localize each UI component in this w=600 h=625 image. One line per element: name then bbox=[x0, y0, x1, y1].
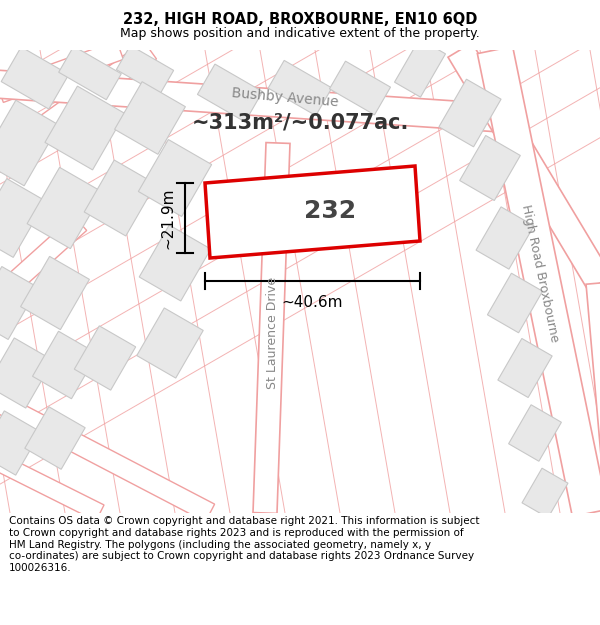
Polygon shape bbox=[478, 46, 600, 517]
Polygon shape bbox=[27, 168, 103, 249]
Polygon shape bbox=[205, 166, 420, 258]
Polygon shape bbox=[476, 207, 534, 269]
Polygon shape bbox=[139, 139, 212, 216]
Polygon shape bbox=[0, 41, 157, 182]
Polygon shape bbox=[522, 468, 568, 518]
Polygon shape bbox=[25, 407, 85, 469]
Polygon shape bbox=[116, 46, 173, 94]
Polygon shape bbox=[448, 42, 600, 290]
Polygon shape bbox=[0, 216, 86, 321]
Polygon shape bbox=[32, 331, 97, 399]
Polygon shape bbox=[509, 405, 562, 461]
Polygon shape bbox=[1, 47, 69, 109]
Text: High Road Broxbourne: High Road Broxbourne bbox=[519, 203, 561, 343]
Polygon shape bbox=[439, 79, 501, 147]
Polygon shape bbox=[268, 61, 332, 116]
Polygon shape bbox=[0, 41, 124, 102]
Polygon shape bbox=[0, 445, 104, 521]
Text: 232: 232 bbox=[304, 199, 356, 223]
Polygon shape bbox=[0, 338, 53, 408]
Polygon shape bbox=[460, 136, 520, 201]
Polygon shape bbox=[0, 266, 38, 339]
Polygon shape bbox=[197, 64, 263, 122]
Polygon shape bbox=[0, 384, 215, 522]
Text: Bushby Avenue: Bushby Avenue bbox=[231, 86, 339, 109]
Polygon shape bbox=[329, 61, 391, 115]
Polygon shape bbox=[0, 69, 501, 132]
Text: ~21.9m: ~21.9m bbox=[160, 188, 175, 249]
Polygon shape bbox=[139, 225, 211, 301]
Polygon shape bbox=[0, 411, 41, 475]
Polygon shape bbox=[0, 179, 46, 258]
Text: Map shows position and indicative extent of the property.: Map shows position and indicative extent… bbox=[120, 27, 480, 40]
Text: ~313m²/~0.077ac.: ~313m²/~0.077ac. bbox=[191, 113, 409, 133]
Polygon shape bbox=[115, 82, 185, 154]
Text: St Laurence Drive: St Laurence Drive bbox=[265, 277, 278, 389]
Text: ~40.6m: ~40.6m bbox=[282, 295, 343, 310]
Polygon shape bbox=[45, 86, 125, 170]
Polygon shape bbox=[395, 39, 445, 97]
Polygon shape bbox=[487, 273, 542, 332]
Polygon shape bbox=[0, 100, 59, 186]
Polygon shape bbox=[253, 142, 290, 513]
Polygon shape bbox=[74, 326, 136, 390]
Polygon shape bbox=[137, 308, 203, 378]
Polygon shape bbox=[59, 46, 121, 100]
Polygon shape bbox=[20, 256, 89, 329]
Polygon shape bbox=[84, 160, 156, 236]
Text: 232, HIGH ROAD, BROXBOURNE, EN10 6QD: 232, HIGH ROAD, BROXBOURNE, EN10 6QD bbox=[123, 12, 477, 28]
Polygon shape bbox=[498, 339, 552, 398]
Text: Contains OS data © Crown copyright and database right 2021. This information is : Contains OS data © Crown copyright and d… bbox=[9, 516, 479, 572]
Polygon shape bbox=[586, 282, 600, 514]
